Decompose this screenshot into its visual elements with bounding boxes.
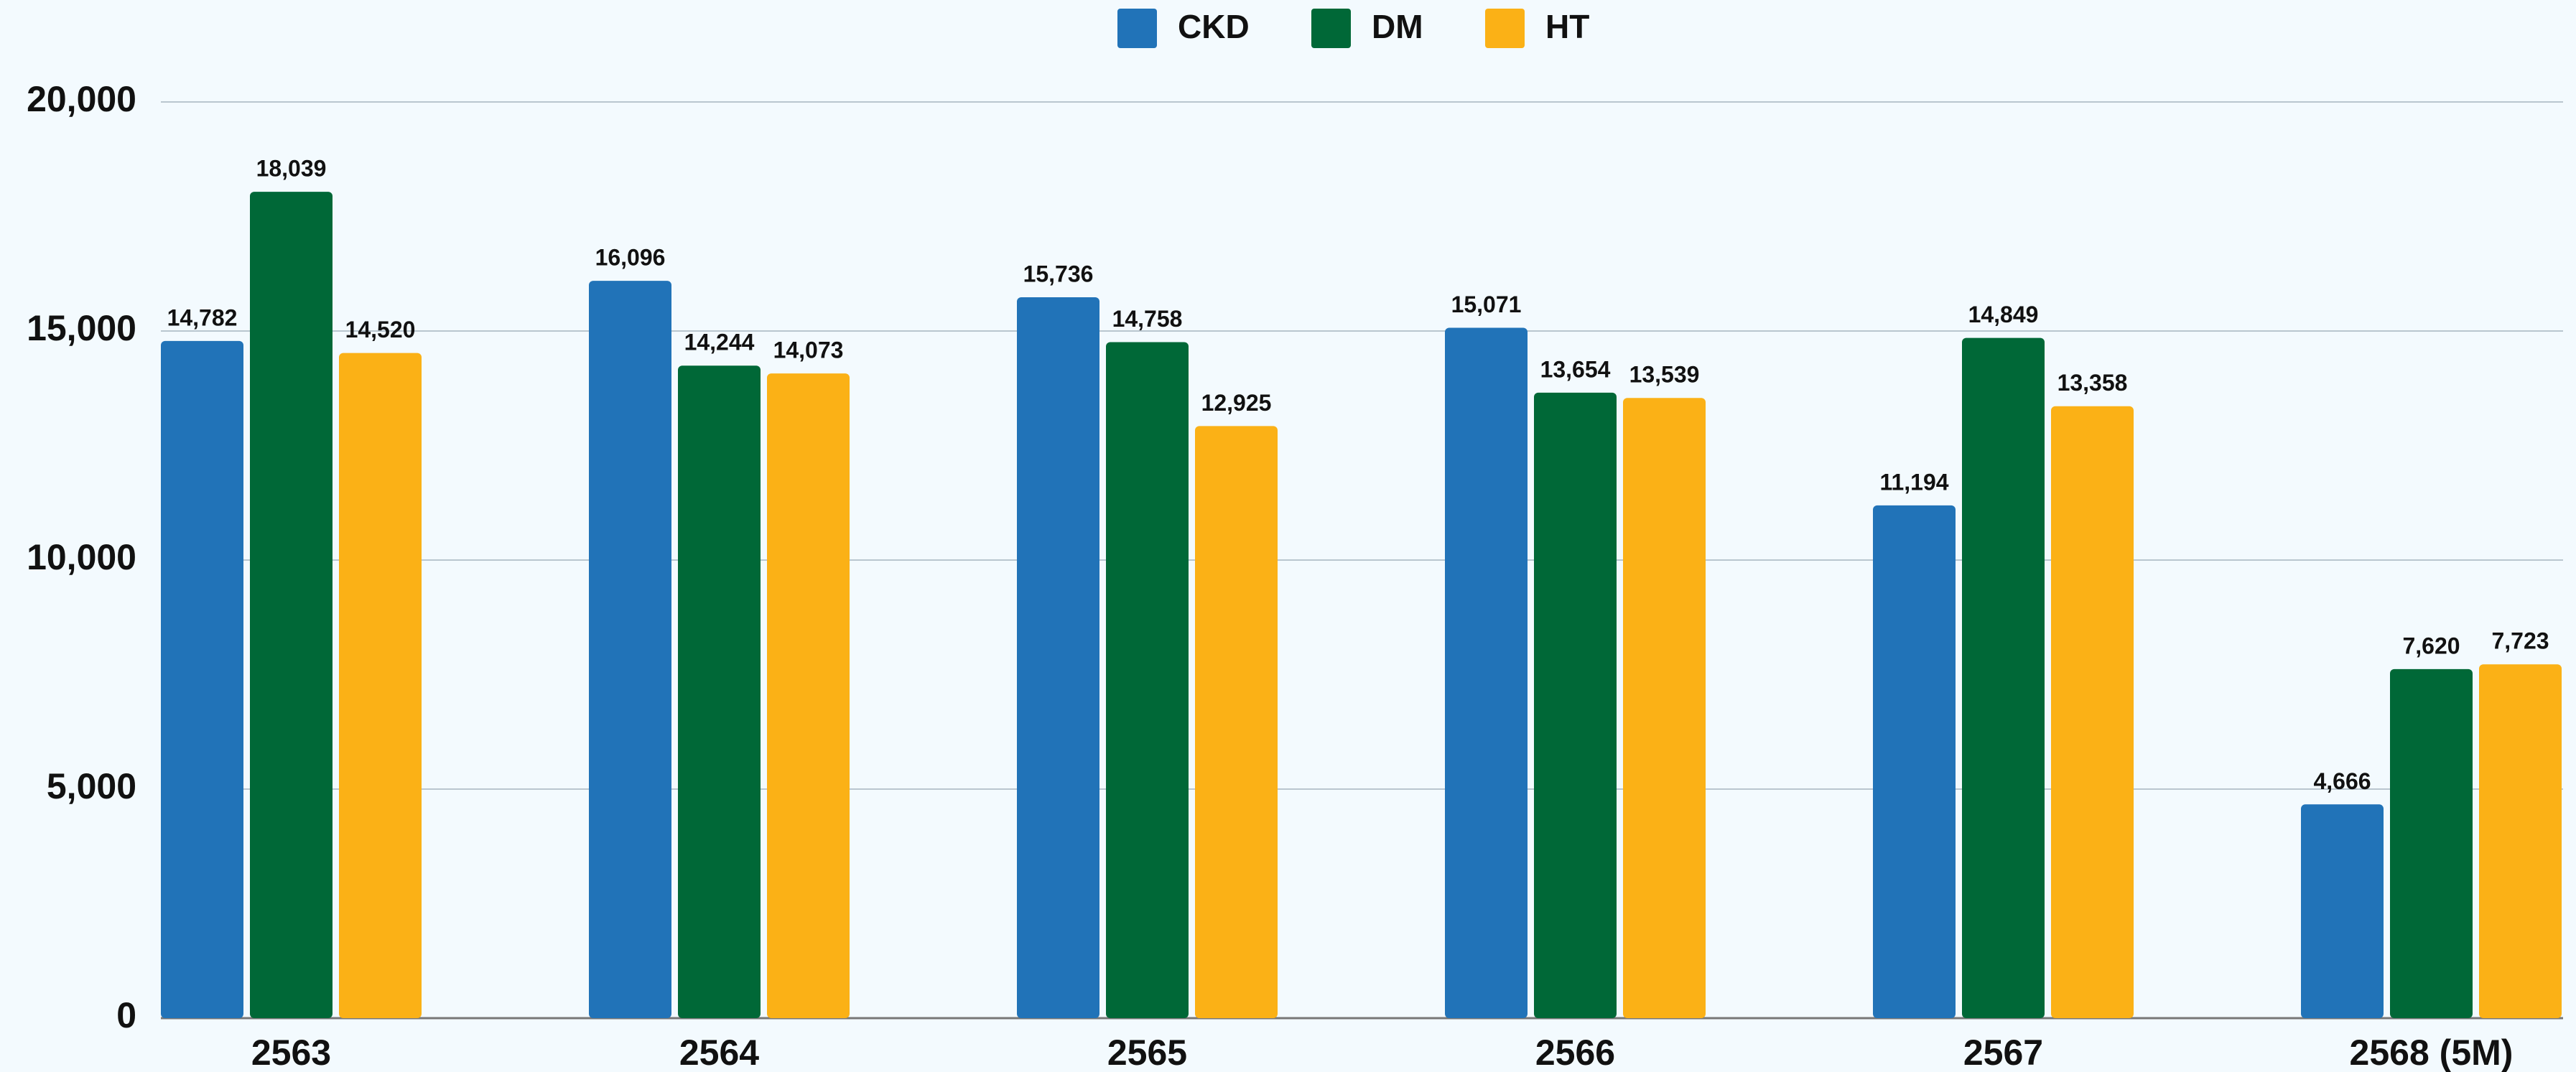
x-tick-label: 2567 [1963, 1033, 2043, 1072]
bar [589, 281, 671, 1018]
value-label: 15,736 [1023, 261, 1094, 286]
bar [1017, 297, 1099, 1018]
value-label: 14,073 [773, 337, 844, 363]
value-label: 13,654 [1540, 356, 1611, 382]
bar [1195, 426, 1278, 1018]
value-label: 4,666 [2313, 768, 2371, 794]
legend-swatch [1485, 9, 1525, 48]
legend-label: CKD [1178, 8, 1250, 45]
bar [2051, 406, 2134, 1018]
bar [1962, 337, 2045, 1018]
legend-label: DM [1372, 8, 1423, 45]
x-tick-label: 2564 [679, 1033, 759, 1072]
bar [161, 340, 243, 1018]
bar [1445, 327, 1528, 1018]
legend-swatch [1311, 9, 1351, 48]
value-label: 12,925 [1201, 390, 1272, 416]
bar [678, 365, 761, 1018]
value-label: 7,620 [2402, 633, 2460, 658]
value-label: 7,723 [2491, 628, 2549, 654]
value-label: 14,520 [345, 317, 416, 342]
bar [1106, 342, 1189, 1019]
y-tick-label: 5,000 [47, 766, 136, 806]
bar [250, 192, 333, 1018]
x-tick-label: 2566 [1535, 1033, 1615, 1072]
bar [1534, 392, 1617, 1018]
value-label: 14,244 [684, 330, 755, 355]
bar [2301, 804, 2384, 1018]
y-tick-label: 15,000 [27, 308, 136, 348]
y-tick-label: 10,000 [27, 537, 136, 577]
legend-swatch [1117, 9, 1157, 48]
value-label: 14,849 [1968, 302, 2039, 327]
value-label: 14,758 [1112, 306, 1183, 332]
value-label: 11,194 [1879, 469, 1948, 495]
bar [2479, 664, 2562, 1018]
value-label: 13,358 [2057, 370, 2128, 396]
x-tick-label: 2568 (5M) [2350, 1033, 2514, 1072]
y-tick-label: 20,000 [27, 79, 136, 119]
value-label: 18,039 [256, 156, 327, 182]
bar [2390, 668, 2473, 1018]
legend-label: HT [1545, 8, 1589, 45]
value-label: 16,096 [595, 245, 666, 271]
bar [1623, 398, 1706, 1018]
x-tick-label: 2563 [251, 1033, 331, 1072]
value-label: 15,071 [1451, 292, 1522, 317]
y-tick-label: 0 [116, 995, 136, 1035]
bar [1873, 505, 1956, 1018]
value-label: 13,539 [1629, 362, 1700, 388]
value-label: 14,782 [167, 304, 238, 330]
bar [767, 373, 850, 1018]
x-tick-label: 2565 [1107, 1033, 1187, 1072]
bar [339, 353, 422, 1018]
